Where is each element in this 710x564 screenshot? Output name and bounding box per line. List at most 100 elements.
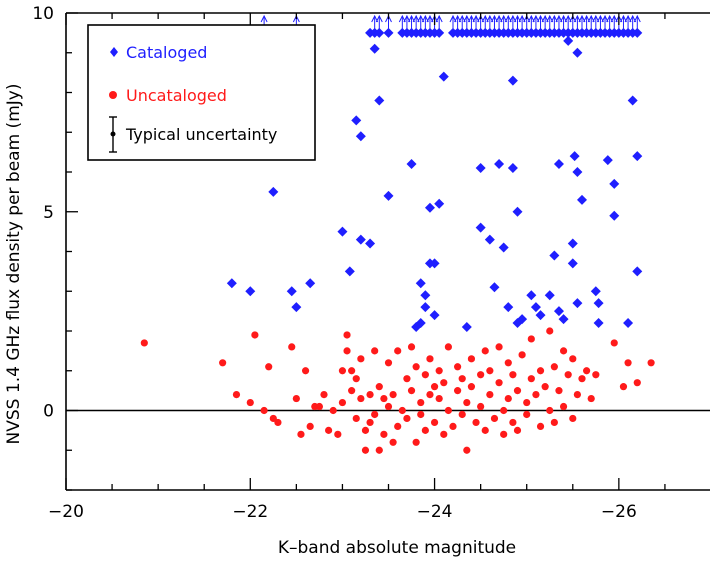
y-tick-label: 5 [43,203,54,223]
data-point-cataloged [344,266,355,277]
limit-arrow-head [449,14,457,23]
data-point-uncataloged [407,343,416,351]
data-point-cataloged [590,286,601,297]
x-tick-label: −26 [601,502,637,522]
data-point-cataloged [549,250,560,261]
data-point-uncataloged [371,410,379,419]
data-point-uncataloged [477,402,485,411]
limit-arrow-head [491,14,498,23]
data-point-cataloged [355,234,366,245]
data-point-cataloged [365,238,376,249]
data-point-uncataloged [394,422,402,430]
limit-arrow-head [412,14,420,23]
limit-arrow-head [421,14,429,23]
data-point-uncataloged [343,347,351,355]
data-point-uncataloged [366,391,374,399]
data-point-uncataloged [430,383,439,391]
y-axis-title: NVSS 1.4 GHz flux density per beam (mJy) [4,84,24,445]
data-point-uncataloged [500,430,508,438]
limit-arrow-head [371,14,379,23]
data-point-uncataloged [523,398,531,407]
data-point-uncataloged [288,343,296,351]
data-point-uncataloged [454,387,462,395]
data-point-uncataloged [504,359,512,367]
data-point-cataloged [475,163,486,174]
data-point-cataloged [535,310,546,321]
data-point-uncataloged [495,379,503,387]
data-point-uncataloged [477,371,485,379]
limit-arrow-head [546,14,554,23]
x-axis-title: K–band absolute magnitude [278,538,516,558]
data-point-uncataloged [481,426,489,434]
data-point-cataloged [429,258,440,269]
limit-arrow-head [435,14,443,23]
data-point-uncataloged [274,418,282,427]
data-point-cataloged [475,222,486,233]
limit-arrow-head [495,14,503,23]
limit-arrow-head [509,14,517,23]
legend-entry-uncataloged: Uncataloged [109,86,227,105]
data-point-uncataloged [412,363,420,371]
data-point-cataloged [415,318,426,329]
data-point-uncataloged [417,410,425,419]
limit-arrow-head [550,14,558,23]
limit-arrow-head [518,14,526,23]
data-point-uncataloged [486,367,494,375]
data-point-uncataloged [481,347,489,355]
data-point-uncataloged [467,355,476,363]
data-point-uncataloged [380,430,388,438]
data-point-uncataloged [523,410,531,419]
x-tick-label: −24 [417,502,453,522]
data-point-uncataloged [407,387,416,395]
data-point-cataloged [553,306,564,317]
legend-marker-uncataloged [109,91,117,99]
limit-arrow-head [458,14,466,23]
data-point-uncataloged [260,406,268,415]
data-point-uncataloged [357,355,365,363]
limit-arrow-head [596,14,604,23]
legend-label-uncertainty: Typical uncertainty [125,125,277,144]
data-point-uncataloged [490,414,499,423]
data-point-cataloged [558,314,569,325]
data-point-uncataloged [610,339,618,347]
data-point-cataloged [632,266,643,277]
data-point-cataloged [507,75,518,86]
data-point-uncataloged [587,394,595,403]
data-point-uncataloged [357,394,365,403]
data-point-uncataloged [633,379,641,387]
limit-arrow-head [610,14,618,23]
data-point-uncataloged [583,367,591,375]
data-point-uncataloged [546,327,554,335]
limit-arrow-head [426,14,434,23]
data-point-uncataloged [232,391,241,399]
data-point-uncataloged [578,375,586,383]
data-point-cataloged [420,302,431,313]
data-point-uncataloged [338,367,347,375]
data-point-uncataloged [375,383,383,391]
data-point-uncataloged [518,351,526,359]
limit-arrow-head [504,14,512,23]
limit-arrow-head [541,14,549,23]
data-point-cataloged [226,278,237,289]
data-point-uncataloged [389,438,397,446]
data-point-cataloged [438,71,449,82]
limit-arrow-head [481,14,489,23]
limit-arrow-head [408,14,415,23]
data-point-cataloged [494,159,505,170]
data-point-uncataloged [536,367,545,375]
data-point-uncataloged [532,391,540,399]
limit-arrow-head [472,14,480,23]
data-point-uncataloged [458,410,466,419]
limit-arrow-head [587,14,595,23]
data-point-uncataloged [384,359,393,367]
data-point-uncataloged [348,367,356,375]
data-point-uncataloged [546,406,554,415]
data-point-uncataloged [463,446,471,454]
limit-arrow-head [527,14,535,23]
data-point-uncataloged [375,446,383,454]
limit-arrow-head [486,14,494,23]
data-point-uncataloged [440,379,448,387]
data-marks [140,14,655,454]
data-point-uncataloged [559,347,568,355]
